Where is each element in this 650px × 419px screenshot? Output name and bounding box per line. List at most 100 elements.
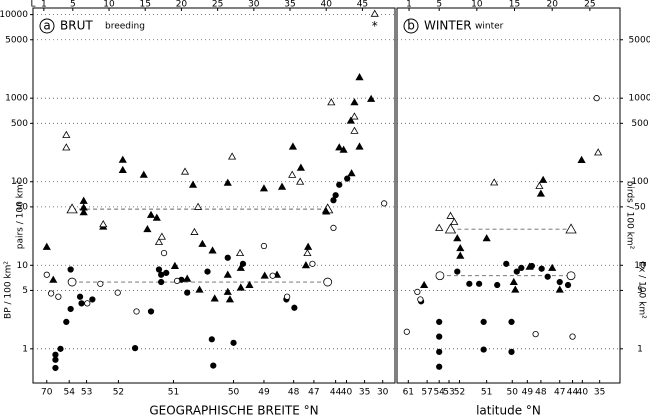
circle-marker xyxy=(436,348,443,355)
y-tick-label: 1000 xyxy=(629,94,650,104)
x-tick-label: 57 xyxy=(421,388,432,398)
circle-marker xyxy=(564,281,572,289)
circle-marker xyxy=(309,260,316,267)
circle-marker xyxy=(332,192,339,199)
triangle-marker xyxy=(539,175,548,183)
y-tick-label: 10 xyxy=(17,261,29,271)
y-tick-label: 50 xyxy=(634,202,646,212)
x-tick-label: 51 xyxy=(481,388,492,398)
x-tick-label: 49 xyxy=(258,388,270,398)
circle-marker xyxy=(538,265,545,272)
circle-marker xyxy=(173,277,181,285)
triangle-marker xyxy=(509,277,518,285)
circle-marker xyxy=(508,348,515,355)
x-tick-label: 54 xyxy=(433,388,445,398)
triangle-marker xyxy=(288,170,297,178)
triangle-marker xyxy=(66,203,78,214)
y-tick-label: 100 xyxy=(631,177,648,187)
top-x-tick-label: 45 xyxy=(357,0,368,10)
triangle-marker xyxy=(335,143,344,151)
top-x-tick-label: 25 xyxy=(212,0,223,10)
y-tick-label: 50 xyxy=(17,202,29,212)
triangle-marker xyxy=(198,239,207,247)
x-axis-title: latitude °N xyxy=(476,404,541,418)
panel-label-ring xyxy=(39,18,55,34)
top-x-tick-label: 35 xyxy=(284,0,295,10)
circle-marker xyxy=(454,268,461,275)
triangle-marker xyxy=(355,142,364,150)
annotation: * xyxy=(372,19,378,33)
y-tick-label: 5 xyxy=(637,286,643,296)
y-tick-label: 500 xyxy=(631,119,648,129)
triangle-marker xyxy=(277,182,287,190)
circle-marker xyxy=(330,224,337,232)
triangle-marker xyxy=(346,116,355,124)
triangle-marker xyxy=(355,73,364,81)
triangle-marker xyxy=(288,142,298,150)
plot-frame xyxy=(396,7,621,384)
triangle-marker xyxy=(118,165,127,173)
triangle-marker xyxy=(210,294,219,302)
circle-marker xyxy=(291,304,298,311)
circle-marker xyxy=(208,336,215,343)
circle-marker xyxy=(97,280,104,287)
x-tick-label: 44 xyxy=(567,388,579,398)
circle-marker xyxy=(230,339,237,346)
x-tick-label: 47 xyxy=(554,388,565,398)
circle-marker xyxy=(158,271,165,278)
circle-marker xyxy=(414,288,421,296)
top-x-tick-label: 40 xyxy=(320,0,332,10)
y-tick-label: 1 xyxy=(22,344,28,354)
triangle-marker xyxy=(143,225,152,233)
circle-marker xyxy=(403,328,410,335)
x-tick-label: 44 xyxy=(330,388,342,398)
circle-marker xyxy=(330,197,337,204)
triangle-marker xyxy=(62,143,71,151)
circle-marker xyxy=(436,363,443,370)
circle-marker xyxy=(63,318,70,326)
x-tick-label: 70 xyxy=(41,388,53,398)
x-tick-label: 49 xyxy=(522,388,534,398)
x-tick-label: 53 xyxy=(81,388,92,398)
circle-marker xyxy=(57,345,64,352)
circle-marker xyxy=(147,308,155,315)
triangle-marker xyxy=(490,178,499,186)
x-tick-label: 52 xyxy=(454,388,465,398)
circle-marker xyxy=(556,278,563,286)
triangle-marker xyxy=(296,177,305,185)
triangle-marker xyxy=(548,263,557,271)
triangle-marker xyxy=(154,237,164,245)
x-axis-title: GEOGRAPHISCHE BREITE °N xyxy=(149,404,318,418)
y-tick-label: 5 xyxy=(22,286,28,296)
circle-marker xyxy=(67,266,74,273)
triangle-marker xyxy=(456,244,465,252)
top-x-tick-label: 15 xyxy=(139,0,150,10)
circle-marker xyxy=(508,318,515,326)
y-tick-label: 10000 xyxy=(0,10,28,20)
circle-marker xyxy=(269,272,276,279)
triangle-marker xyxy=(350,126,359,134)
triangle-marker xyxy=(446,211,455,219)
circle-marker xyxy=(239,260,247,267)
top-x-tick-label: 1 xyxy=(406,0,412,10)
circle-marker xyxy=(503,260,510,267)
triangle-marker xyxy=(183,274,192,282)
y-tick-label: 10 xyxy=(634,261,646,271)
triangle-marker xyxy=(482,234,491,242)
circle-marker xyxy=(158,278,165,286)
circle-marker xyxy=(133,308,140,315)
circle-marker xyxy=(155,266,163,273)
triangle-marker xyxy=(453,234,462,242)
triangle-marker xyxy=(118,155,127,163)
triangle-marker xyxy=(303,248,312,257)
top-x-tick-label: 30 xyxy=(248,0,260,10)
circle-marker xyxy=(210,362,217,369)
y-tick-label: 5000 xyxy=(5,35,28,45)
circle-marker xyxy=(435,271,445,281)
y-tick-label: 5000 xyxy=(629,35,650,45)
circle-marker xyxy=(204,268,211,275)
circle-marker xyxy=(224,254,231,261)
x-tick-label: 53 xyxy=(443,388,454,398)
x-tick-label: 30 xyxy=(377,388,389,398)
